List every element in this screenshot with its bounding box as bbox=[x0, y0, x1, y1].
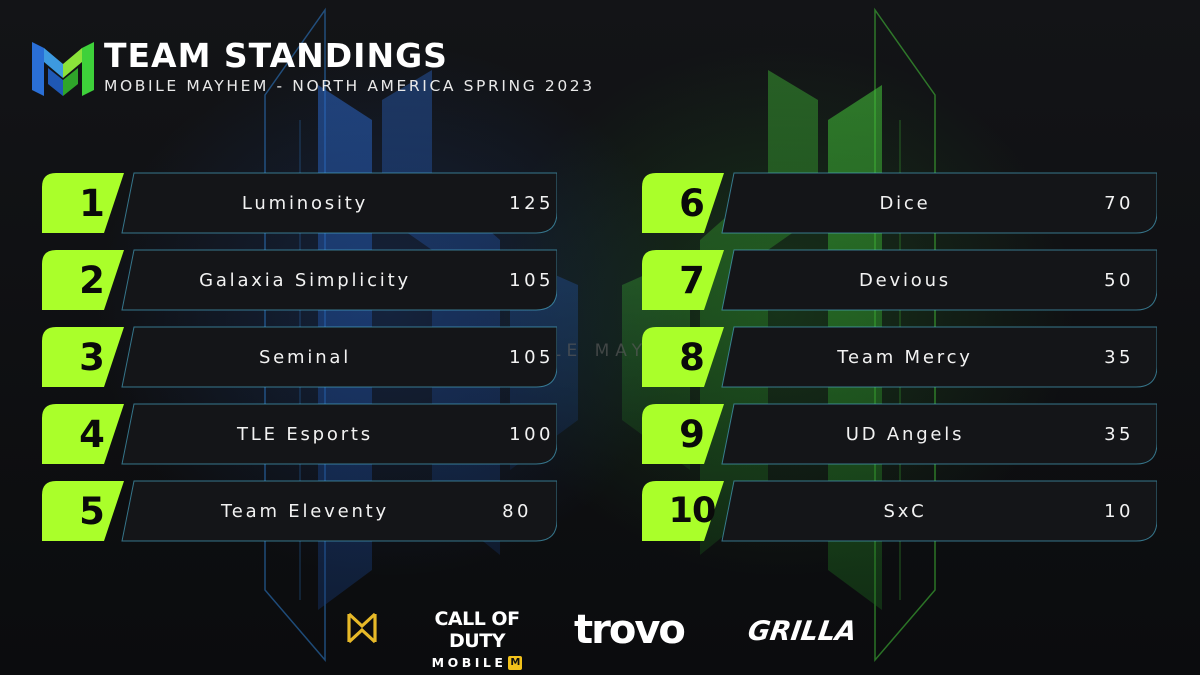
team-name: Team Eleventy bbox=[221, 500, 389, 522]
page-subtitle: MOBILE MAYHEM - NORTH AMERICA SPRING 202… bbox=[104, 77, 595, 95]
rank-number: 3 bbox=[79, 335, 105, 379]
rank-number: 8 bbox=[679, 335, 705, 379]
cod-logo-line2: MOBILE bbox=[431, 655, 507, 670]
rank-number: 2 bbox=[79, 258, 105, 302]
trovo-logo: trovo bbox=[574, 607, 686, 653]
background-watermark-text: ILE MAY bbox=[540, 341, 648, 361]
row-plate bbox=[642, 172, 1157, 234]
standing-row: 10 SxC 10 bbox=[642, 480, 1157, 542]
standing-row: 5 Team Eleventy 80 bbox=[42, 480, 557, 542]
cod-logo-line1: CALL OF DUTY bbox=[434, 608, 520, 652]
team-points: 100 bbox=[509, 423, 554, 445]
team-name: Dice bbox=[879, 192, 931, 214]
team-name: Seminal bbox=[258, 346, 352, 368]
team-points: 125 bbox=[509, 192, 554, 214]
team-points: 50 bbox=[1104, 269, 1134, 291]
team-points: 80 bbox=[502, 500, 532, 522]
row-plate bbox=[42, 480, 557, 542]
team-name: TLE Esports bbox=[237, 423, 373, 445]
rank-number: 5 bbox=[79, 489, 105, 533]
standing-row: 3 Seminal 105 bbox=[42, 326, 557, 388]
team-name: Team Mercy bbox=[837, 346, 973, 368]
row-plate bbox=[642, 403, 1157, 465]
team-points: 105 bbox=[509, 346, 554, 368]
row-plate bbox=[642, 480, 1157, 542]
standing-row: 1 Luminosity 125 bbox=[42, 172, 557, 234]
mobile-mayhem-icon bbox=[347, 612, 377, 644]
standing-row: 4 TLE Esports 100 bbox=[42, 403, 557, 465]
standing-row: 2 Galaxia Simplicity 105 bbox=[42, 249, 557, 311]
standing-row: 7 Devious 50 bbox=[642, 249, 1157, 311]
standing-row: 8 Team Mercy 35 bbox=[642, 326, 1157, 388]
row-plate bbox=[642, 249, 1157, 311]
standing-row: 6 Dice 70 bbox=[642, 172, 1157, 234]
team-points: 70 bbox=[1104, 192, 1134, 214]
mobile-mayhem-logo bbox=[32, 42, 94, 96]
rank-number: 10 bbox=[668, 491, 717, 531]
page-title: TEAM STANDINGS bbox=[104, 36, 448, 75]
team-points: 35 bbox=[1104, 346, 1134, 368]
team-points: 105 bbox=[509, 269, 554, 291]
team-name: UD Angels bbox=[845, 423, 965, 445]
rank-number: 1 bbox=[79, 181, 105, 225]
grilla-logo: GRILLA bbox=[745, 616, 859, 647]
team-name: Luminosity bbox=[241, 192, 369, 214]
cod-m-badge: M bbox=[508, 655, 523, 670]
call-of-duty-mobile-logo: CALL OF DUTY MOBILE M bbox=[416, 608, 538, 670]
team-name: Galaxia Simplicity bbox=[199, 269, 411, 291]
rank-number: 4 bbox=[79, 412, 105, 456]
rank-number: 7 bbox=[679, 258, 705, 302]
rank-number: 9 bbox=[679, 412, 705, 456]
rank-number: 6 bbox=[679, 181, 705, 225]
standing-row: 9 UD Angels 35 bbox=[642, 403, 1157, 465]
team-points: 35 bbox=[1104, 423, 1134, 445]
team-points: 10 bbox=[1104, 500, 1134, 522]
team-name: Devious bbox=[859, 269, 951, 291]
team-name: SxC bbox=[883, 500, 927, 522]
sponsor-bar: CALL OF DUTY MOBILE M trovo GRILLA bbox=[0, 600, 1200, 670]
row-plate bbox=[42, 403, 557, 465]
